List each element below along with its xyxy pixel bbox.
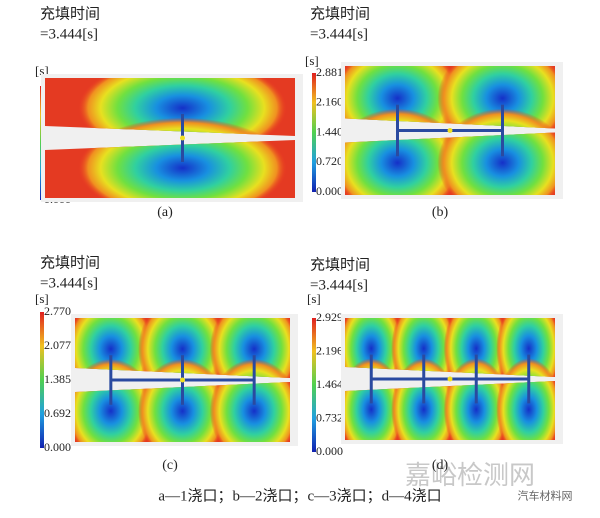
panel-title: 充填时间	[310, 5, 370, 22]
color-bar	[312, 318, 316, 452]
panel-label: (d)	[432, 458, 449, 473]
scale-label: 2.077	[44, 338, 71, 352]
caption: a—1浇口；b—2浇口；c—3浇口；d—4浇口	[158, 487, 441, 504]
panel-label: (c)	[162, 458, 178, 473]
color-bar	[312, 73, 316, 192]
scale-label: 0.000	[316, 184, 343, 198]
watermark-site: 嘉峪检测网	[405, 461, 535, 490]
fill-time: =3.444[s]	[310, 277, 368, 293]
scale-label: 0.000	[316, 444, 343, 458]
fill-time: =3.444[s]	[310, 26, 368, 42]
panel-title: 充填时间	[40, 5, 100, 22]
panel-title: 充填时间	[310, 256, 370, 273]
fill-blob	[496, 358, 555, 440]
gate	[180, 135, 185, 141]
color-bar	[40, 312, 44, 448]
panel-title: 充填时间	[40, 254, 100, 271]
fill-time: =3.444[s]	[40, 26, 98, 42]
scale-label: 2.770	[44, 304, 71, 318]
gate	[447, 128, 453, 133]
scale-label: 0.000	[44, 440, 71, 454]
fill-time: =3.444[s]	[40, 275, 98, 291]
panel-label: (b)	[432, 205, 449, 220]
scale-label: 1.440	[316, 124, 343, 138]
fill-blob	[209, 358, 290, 442]
watermark-source: 汽车材料网	[518, 489, 573, 503]
gate	[447, 376, 453, 382]
panel-label: (a)	[157, 205, 173, 220]
scale-label: 2.881	[316, 65, 343, 79]
scale-unit: [s]	[35, 291, 49, 306]
scale-label: 2.196	[316, 343, 343, 357]
scale-label: 2.929	[316, 310, 343, 324]
scale-label: 1.464	[316, 377, 343, 391]
scale-unit: [s]	[307, 291, 321, 306]
scale-label: 2.160	[316, 95, 343, 109]
scale-label: 1.385	[44, 372, 71, 386]
gate	[180, 377, 185, 383]
scale-unit: [s]	[305, 53, 319, 68]
